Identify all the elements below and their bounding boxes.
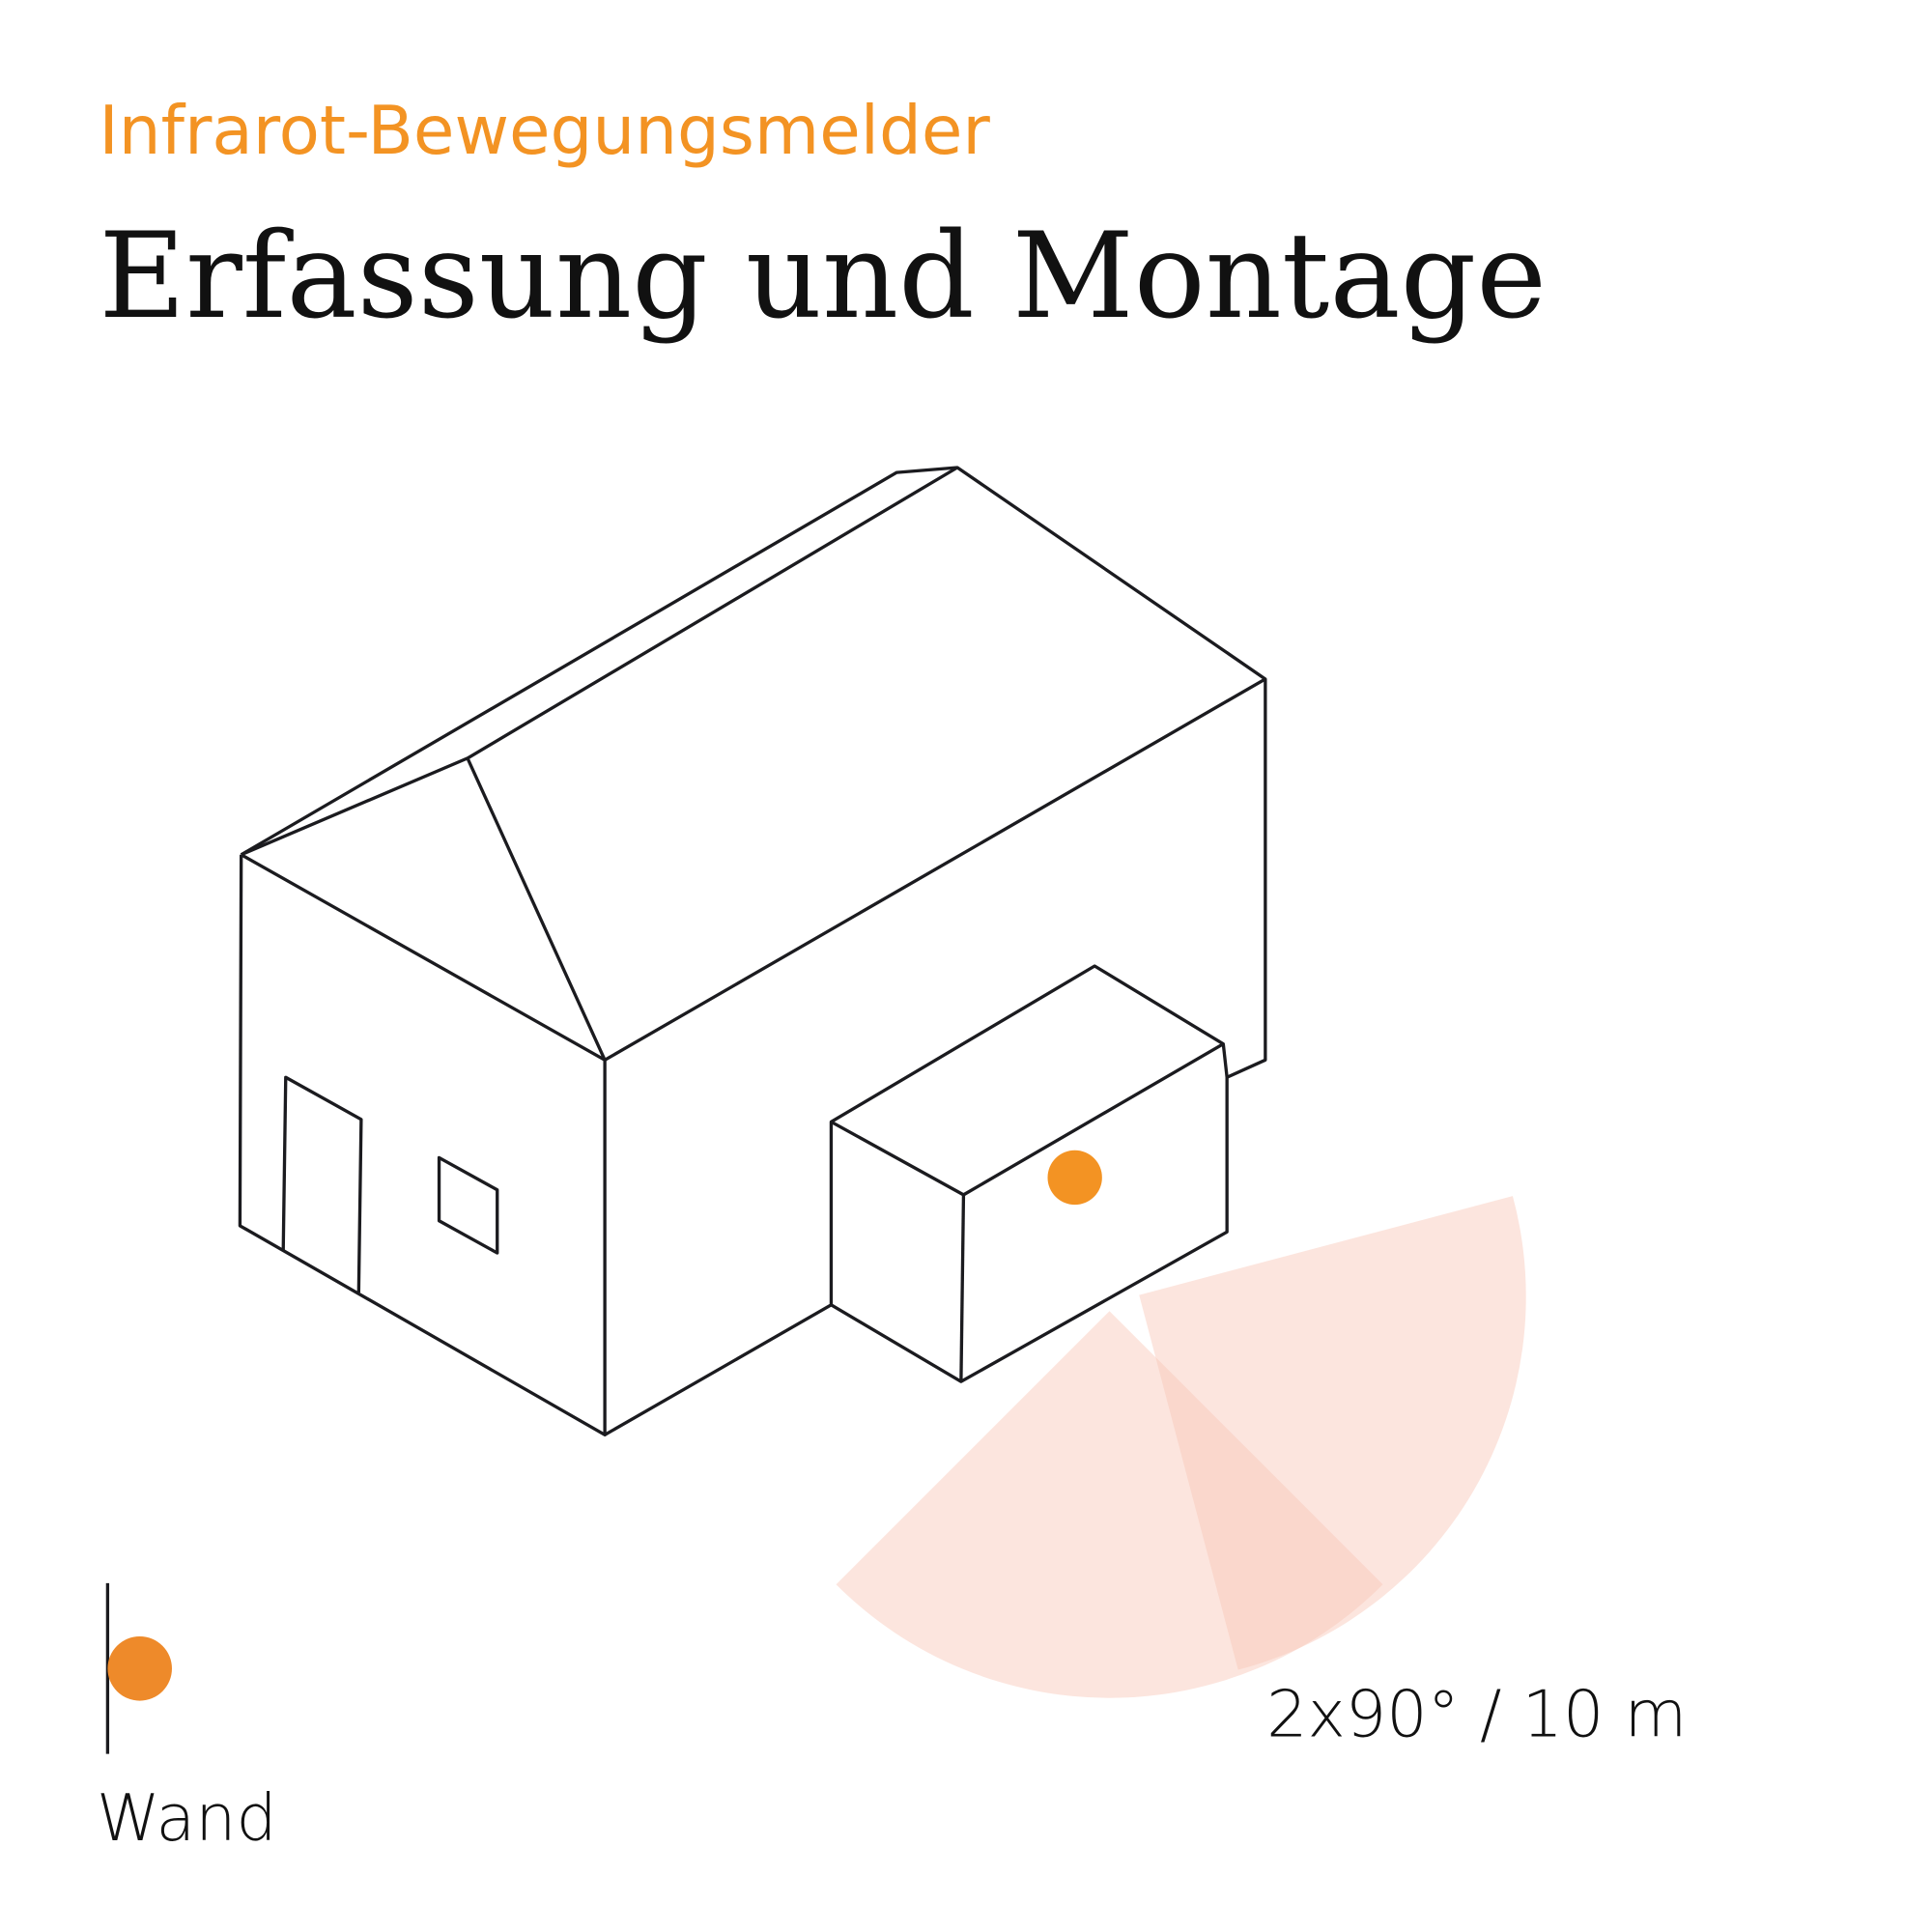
detection-label: 2x90° / 10 m (1266, 1677, 1687, 1752)
window (437, 1155, 499, 1255)
house-drawing (238, 466, 1267, 1436)
sensor-legend-dot (107, 1635, 172, 1701)
detection-zones (836, 1196, 1526, 1698)
detection-fan-left (836, 1311, 1383, 1698)
detection-fan-right (1139, 1196, 1526, 1670)
sensor-dot (1047, 1150, 1102, 1206)
subtitle: Infrarot-Bewegungsmelder (99, 93, 990, 170)
mount-legend: Wand (97, 1582, 277, 1856)
mount-label: Wand (97, 1780, 277, 1856)
page-title: Erfassung und Montage (99, 207, 1547, 345)
garage (829, 964, 1229, 1383)
door (281, 1075, 363, 1293)
